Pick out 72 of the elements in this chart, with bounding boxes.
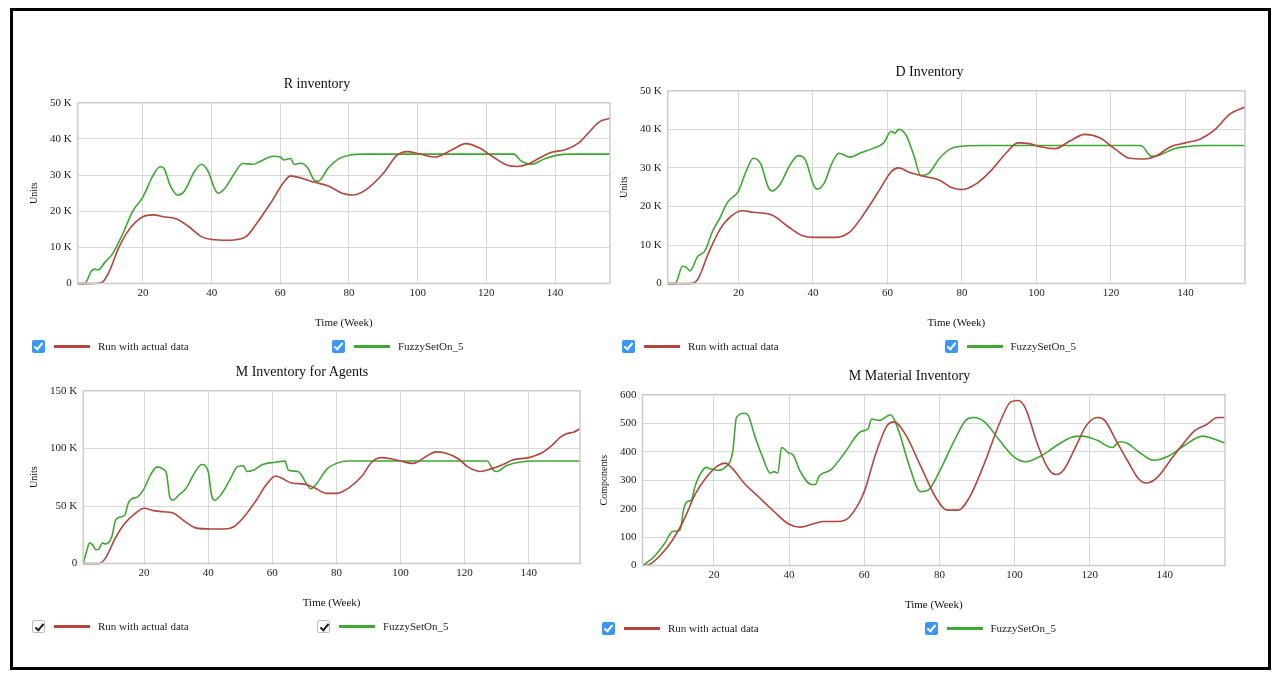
- y-tick-label: 100 K: [49, 441, 78, 454]
- x-tick-label: 80: [933, 568, 946, 581]
- y-tick-label: 40 K: [639, 122, 662, 135]
- y-axis-title: Components: [597, 454, 609, 506]
- legend-label: FuzzySetOn_5: [1010, 340, 1076, 352]
- x-tick-label: 120: [1081, 568, 1099, 581]
- legend-label: Run with actual data: [688, 340, 779, 352]
- y-tick-label: 150 K: [49, 383, 78, 396]
- x-tick-label: 80: [343, 286, 355, 299]
- x-tick-label: 140: [520, 566, 538, 579]
- x-tick-label: 60: [274, 286, 287, 299]
- x-tick-label: 140: [546, 286, 564, 299]
- x-tick-label: 140: [1156, 568, 1174, 581]
- legend-label: FuzzySetOn_5: [398, 340, 464, 352]
- x-tick-label: 120: [478, 286, 496, 299]
- y-tick-label: 0: [656, 276, 663, 289]
- y-axis-title: Units: [27, 466, 39, 489]
- x-tick-label: 100: [392, 566, 410, 579]
- chart-title: D Inventory: [895, 64, 964, 80]
- x-tick-label: 80: [330, 566, 343, 579]
- legend-label: Run with actual data: [98, 340, 189, 352]
- x-tick-label: 140: [1177, 286, 1195, 299]
- y-tick-label: 200: [620, 501, 637, 514]
- legend-label: Run with actual data: [98, 620, 189, 632]
- chart-title: M Material Inventory: [848, 368, 971, 384]
- x-axis-title: Time (Week): [927, 316, 986, 330]
- x-tick-label: 20: [138, 566, 151, 579]
- x-tick-label: 40: [807, 286, 819, 299]
- y-tick-label: 100: [620, 530, 637, 543]
- x-tick-label: 40: [206, 286, 218, 299]
- x-tick-label: 20: [732, 286, 745, 299]
- x-tick-label: 100: [1006, 568, 1024, 581]
- y-tick-label: 40 K: [49, 131, 72, 144]
- y-tick-label: 50 K: [639, 83, 662, 96]
- y-tick-label: 50 K: [49, 95, 72, 108]
- x-tick-label: 20: [137, 286, 149, 299]
- y-tick-label: 20 K: [49, 204, 72, 217]
- x-axis-title: Time (Week): [904, 598, 963, 612]
- x-tick-label: 80: [956, 286, 968, 299]
- y-tick-label: 600: [620, 387, 637, 400]
- y-axis-title: Units: [27, 182, 39, 205]
- y-tick-label: 30 K: [49, 168, 72, 181]
- x-axis-title: Time (Week): [315, 316, 374, 330]
- x-tick-label: 60: [881, 286, 894, 299]
- x-tick-label: 20: [708, 568, 720, 581]
- y-tick-label: 30 K: [639, 160, 662, 173]
- line-series: [82, 460, 581, 565]
- y-tick-label: 20 K: [639, 199, 662, 212]
- y-tick-label: 0: [66, 276, 73, 289]
- x-axis-title: Time (Week): [302, 596, 361, 610]
- chart-title: M Inventory for Agents: [235, 364, 369, 380]
- x-tick-label: 40: [202, 566, 215, 579]
- y-tick-label: 10 K: [49, 240, 72, 253]
- x-tick-label: 60: [266, 566, 279, 579]
- legend-label: FuzzySetOn_5: [383, 620, 449, 632]
- y-tick-label: 10 K: [639, 237, 662, 250]
- x-tick-label: 120: [1102, 286, 1120, 299]
- legend-label: Run with actual data: [668, 622, 759, 634]
- chart-title: R inventory: [283, 76, 351, 92]
- x-tick-label: 100: [1028, 286, 1046, 299]
- y-tick-label: 0: [631, 558, 637, 571]
- legend-label: FuzzySetOn_5: [990, 622, 1056, 634]
- y-tick-label: 300: [620, 473, 637, 486]
- x-tick-label: 60: [858, 568, 871, 581]
- x-tick-label: 40: [783, 568, 796, 581]
- y-axis-title: Units: [617, 176, 629, 199]
- x-tick-label: 120: [456, 566, 474, 579]
- x-tick-label: 100: [409, 286, 427, 299]
- y-tick-label: 400: [620, 444, 637, 457]
- y-tick-label: 500: [620, 416, 637, 429]
- y-tick-label: 50 K: [55, 498, 78, 511]
- y-tick-label: 0: [71, 556, 78, 569]
